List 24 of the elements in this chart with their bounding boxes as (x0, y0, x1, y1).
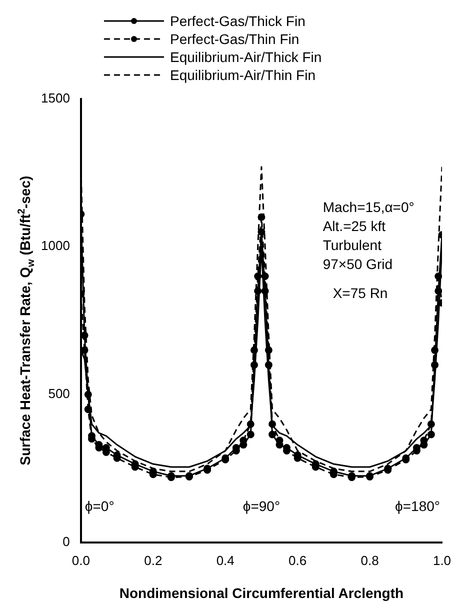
annotation: ϕ=180° (395, 498, 440, 514)
legend-label: Perfect-Gas/Thick Fin (170, 13, 306, 29)
x-tick-label: 0.0 (72, 552, 90, 568)
legend-label: Perfect-Gas/Thin Fin (170, 31, 300, 47)
legend-label: Equilibrium-Air/Thin Fin (170, 67, 316, 83)
x-axis-title: Nondimensional Circumferential Arclength (119, 585, 404, 601)
x-tick-label: 0.8 (360, 552, 379, 568)
annotation: 97×50 Grid (322, 256, 393, 272)
annotation: Mach=15,α=0° (322, 199, 414, 216)
x-tick-label: 1.0 (432, 552, 452, 568)
annotation: Alt.=25 kft (322, 218, 386, 234)
x-tick-label: 0.2 (144, 552, 162, 568)
y-tick-label: 500 (48, 386, 70, 402)
x-tick-label: 0.6 (288, 552, 307, 568)
y-axis-title: Surface Heat-Transfer Rate, Qw (Btu/ft2-sec) (16, 176, 38, 466)
y-tick-label: 1500 (41, 90, 70, 106)
legend-label: Equilibrium-Air/Thick Fin (170, 49, 322, 65)
annotation: ϕ=90° (242, 498, 280, 514)
annotation: Turbulent (322, 237, 382, 254)
y-tick-label: 0 (62, 534, 70, 549)
annotation: X=75 Rn (332, 285, 388, 302)
y-tick-label: 1000 (41, 238, 70, 254)
annotation: ϕ=0° (84, 498, 114, 514)
x-tick-label: 0.4 (216, 552, 234, 568)
